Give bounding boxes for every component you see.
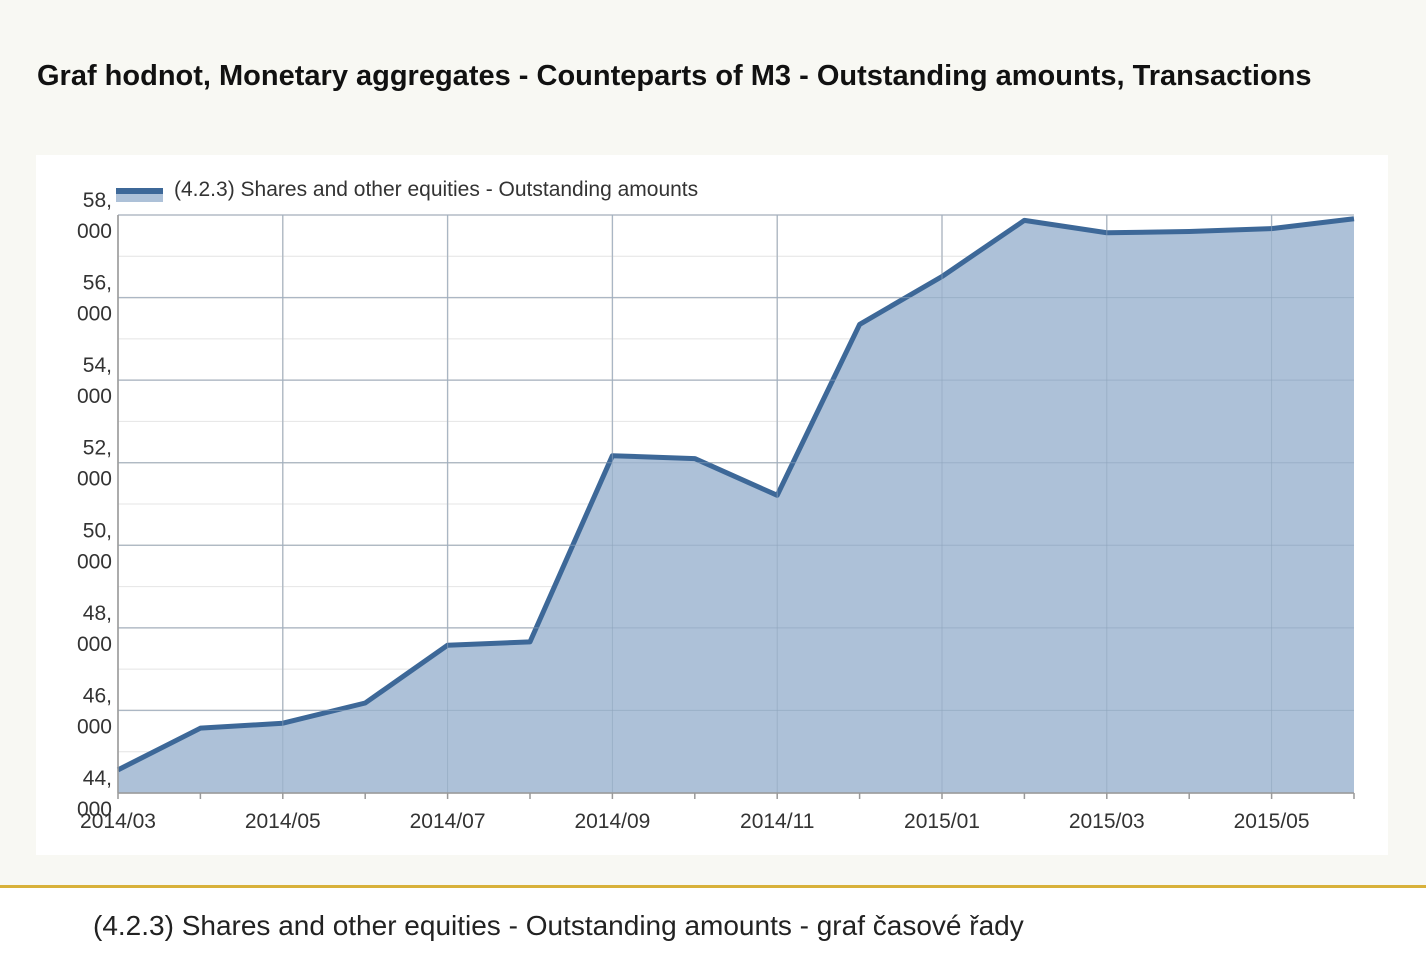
x-tick-label: 2015/03: [1069, 810, 1145, 833]
y-axis-labels: 58, 000 56, 000 54, 000 52, 000 50, 000 48, 000 46, 0…: [77, 189, 112, 821]
chart-caption: (4.2.3) Shares and other equities - Outs…: [93, 910, 1024, 941]
x-tick-label: 2014/05: [245, 810, 321, 833]
y-tick-label: 50, 000: [77, 519, 112, 573]
legend[interactable]: (4.2.3) Shares and other equities - Outs…: [116, 178, 698, 202]
axes: [117, 215, 1355, 799]
x-tick-label: 2015/01: [904, 810, 980, 833]
chart-panel: 58, 000 56, 000 54, 000 52, 000 50, 000 48, 000 46, 0…: [36, 155, 1388, 855]
x-axis-labels: 2014/03 2014/05 2014/07 2014/09 2014/11 2015/…: [80, 810, 1310, 833]
data-points: [117, 214, 1354, 794]
y-tick-label: 54, 000: [77, 354, 112, 408]
footer: (4.2.3) Shares and other equities - Outs…: [0, 888, 1426, 960]
y-tick-label: 58, 000: [77, 189, 112, 243]
y-tick-label: 46, 000: [77, 684, 112, 738]
area-gridlines: [117, 214, 1354, 794]
page-title: Graf hodnot, Monetary aggregates - Count…: [37, 60, 1312, 92]
x-tick-label: 2014/11: [740, 810, 814, 833]
y-tick-label: 52, 000: [77, 437, 112, 491]
x-tick-label: 2014/07: [410, 810, 486, 833]
legend-area-swatch: [116, 194, 163, 202]
legend-label[interactable]: (4.2.3) Shares and other equities - Outs…: [174, 178, 698, 201]
x-tick-label: 2014/03: [80, 810, 156, 833]
legend-line-swatch: [116, 188, 163, 194]
series-area-fill: [118, 218, 1354, 794]
series-line: [116, 216, 1355, 773]
area-chart: 58, 000 56, 000 54, 000 52, 000 50, 000 48, 000 46, 0…: [77, 178, 1355, 833]
y-tick-label: 44, 000: [77, 767, 112, 821]
y-tick-label: 56, 000: [77, 272, 112, 326]
footer-divider: [0, 885, 1426, 888]
x-tick-label: 2015/05: [1234, 810, 1310, 833]
y-tick-label: 48, 000: [77, 602, 112, 656]
x-tick-label: 2014/09: [574, 810, 650, 833]
